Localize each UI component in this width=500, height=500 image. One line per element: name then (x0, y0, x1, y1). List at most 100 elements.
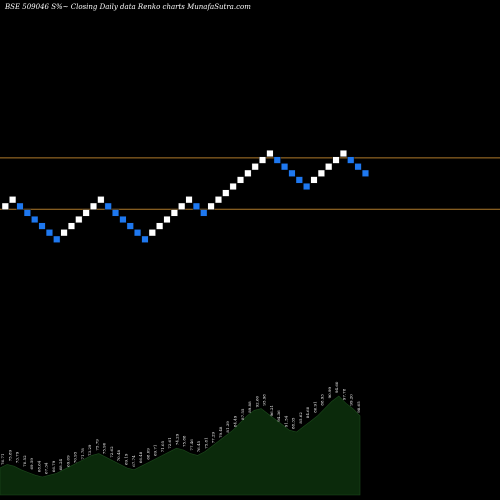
renko-brick-up (163, 215, 171, 223)
price-labels: 76.71 75.89 73.79 70.52 69.59 68.64 67.34 66.79… (0, 381, 361, 474)
renko-brick-down (126, 222, 134, 230)
renko-brick-down (112, 209, 120, 217)
renko-brick-down (192, 202, 200, 210)
renko-brick-up (170, 209, 178, 217)
renko-bricks (1, 149, 369, 243)
renko-brick-up (214, 196, 222, 204)
price-label: 81.39 (225, 421, 230, 433)
renko-brick-down (281, 163, 289, 171)
renko-brick-up (236, 176, 244, 184)
renko-brick-down (134, 229, 142, 237)
renko-brick-down (23, 209, 31, 217)
price-label: 69.19 (124, 453, 129, 465)
renko-brick-up (207, 202, 215, 210)
renko-brick-down (354, 163, 362, 171)
price-label: 72.61 (167, 437, 172, 448)
renko-brick-down (361, 169, 369, 177)
renko-brick-up (185, 196, 193, 204)
renko-brick-up (266, 149, 274, 157)
renko-brick-up (67, 222, 75, 230)
reference-lines (0, 157, 500, 210)
price-label: 92.60 (254, 395, 259, 407)
renko-brick-up (75, 215, 83, 223)
renko-brick-up (259, 156, 267, 164)
renko-brick-up (156, 222, 164, 230)
renko-brick-down (16, 202, 24, 210)
price-label: 90.99 (327, 386, 332, 398)
renko-brick-up (339, 149, 347, 157)
renko-brick-down (53, 235, 61, 243)
renko-brick-up (89, 202, 97, 210)
price-label: 88.35 (291, 417, 296, 429)
renko-brick-up (244, 169, 252, 177)
renko-brick-down (303, 182, 311, 190)
price-label: 91.54 (283, 415, 288, 427)
renko-brick-down (45, 229, 53, 237)
price-label: 75.81 (203, 437, 208, 448)
renko-brick-down (295, 176, 303, 184)
renko-brick-up (317, 169, 325, 177)
price-label: 71.05 (160, 440, 165, 452)
price-label: 89.88 (247, 401, 252, 413)
price-label: 88.93 (320, 394, 325, 406)
renko-brick-down (347, 156, 355, 164)
renko-brick-down (31, 215, 39, 223)
renko-brick-down (288, 169, 296, 177)
price-label: 71.78 (80, 448, 85, 460)
price-label: 68.64 (36, 460, 41, 472)
price-label: 75.79 (94, 439, 99, 451)
renko-brick-down (200, 209, 208, 217)
price-label: 69.09 (65, 455, 70, 467)
renko-brick-down (119, 215, 127, 223)
price-label: 70.48 (116, 449, 121, 461)
price-label: 99.20 (349, 394, 354, 406)
price-label: 79.48 (218, 426, 223, 438)
price-label: 76.45 (196, 440, 201, 452)
renko-brick-up (251, 163, 259, 171)
renko-brick-up (310, 176, 318, 184)
price-label: 84.49 (232, 415, 237, 427)
price-label: 73.29 (87, 444, 92, 456)
renko-brick-down (273, 156, 281, 164)
price-label: 75.88 (182, 435, 187, 447)
price-label: 94.60 (334, 381, 339, 393)
price-label: 86.91 (312, 401, 317, 412)
renko-brick-up (82, 209, 90, 217)
price-label: 66.48 (138, 451, 143, 463)
price-label: 75.89 (7, 449, 12, 461)
renko-brick-up (60, 229, 68, 237)
chart-title: BSE 509046 S%~ Closing Daily data Renko … (4, 3, 251, 11)
price-label: 69.71 (153, 445, 158, 456)
price-label: 94.36 (276, 410, 281, 422)
volume-fill (0, 395, 361, 496)
price-label: 72.62 (109, 446, 114, 458)
price-label: 85.62 (298, 412, 303, 424)
price-label: 69.59 (29, 458, 34, 470)
price-label: 84.60 (305, 406, 310, 418)
renko-brick-up (229, 182, 237, 190)
price-label: 77.46 (189, 439, 194, 451)
volume-area (0, 395, 361, 496)
renko-brick-up (9, 196, 17, 204)
price-label: 70.52 (22, 455, 27, 467)
renko-brick-up (178, 202, 186, 210)
price-label: 73.79 (15, 451, 20, 463)
price-label: 74.29 (174, 433, 179, 445)
renko-brick-down (141, 235, 149, 243)
price-label: 77.29 (211, 431, 216, 443)
price-label: 95.98 (262, 394, 267, 406)
price-label: 68.09 (145, 448, 150, 460)
renko-brick-down (38, 222, 46, 230)
price-label: 97.78 (341, 388, 346, 400)
price-label: 70.95 (73, 451, 78, 463)
renko-brick-up (1, 202, 9, 210)
renko-brick-up (97, 196, 105, 204)
price-label: 98.65 (356, 401, 361, 413)
price-label: 67.34 (44, 462, 49, 474)
price-label: 67.74 (131, 455, 136, 467)
price-label: 87.55 (240, 408, 245, 420)
price-label: 75.90 (102, 442, 107, 454)
price-label: 66.79 (51, 460, 56, 472)
renko-brick-up (332, 156, 340, 164)
